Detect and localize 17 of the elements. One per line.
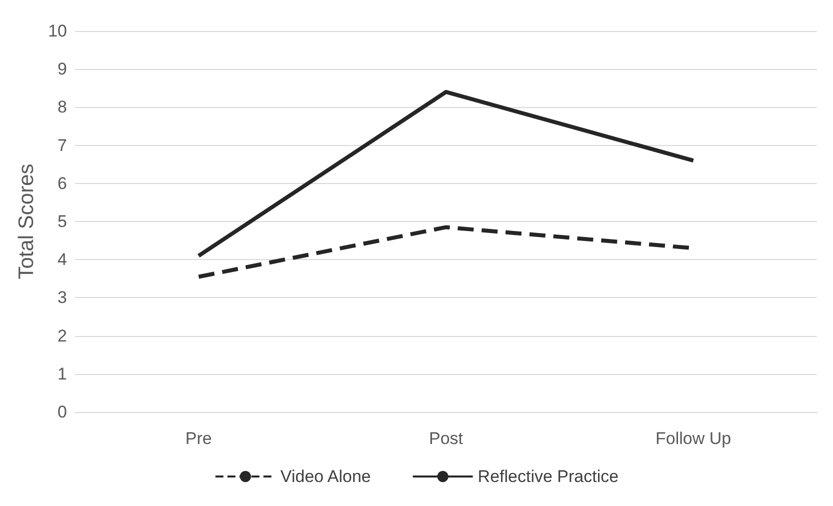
y-tick-label: 3 (58, 288, 67, 308)
y-tick-label: 4 (58, 250, 67, 270)
y-tick-label: 5 (58, 212, 67, 231)
y-tick-label: 6 (58, 174, 67, 193)
x-tick-label: Pre (185, 429, 212, 448)
y-tick-label: 7 (58, 136, 67, 155)
y-tick-label: 0 (58, 402, 67, 422)
y-tick-label: 8 (58, 98, 67, 117)
y-tick-label: 2 (58, 326, 67, 346)
legend-label: Video Alone (280, 467, 371, 486)
y-tick-label: 9 (58, 60, 67, 79)
y-tick-label: 1 (58, 364, 67, 384)
y-tick-label: 10 (48, 22, 67, 40)
x-tick-label: Post (428, 429, 464, 448)
y-axis-title: Total Scores (15, 164, 38, 280)
legend-label: Reflective Practice (478, 467, 619, 486)
x-tick-label: Follow Up (656, 429, 732, 448)
